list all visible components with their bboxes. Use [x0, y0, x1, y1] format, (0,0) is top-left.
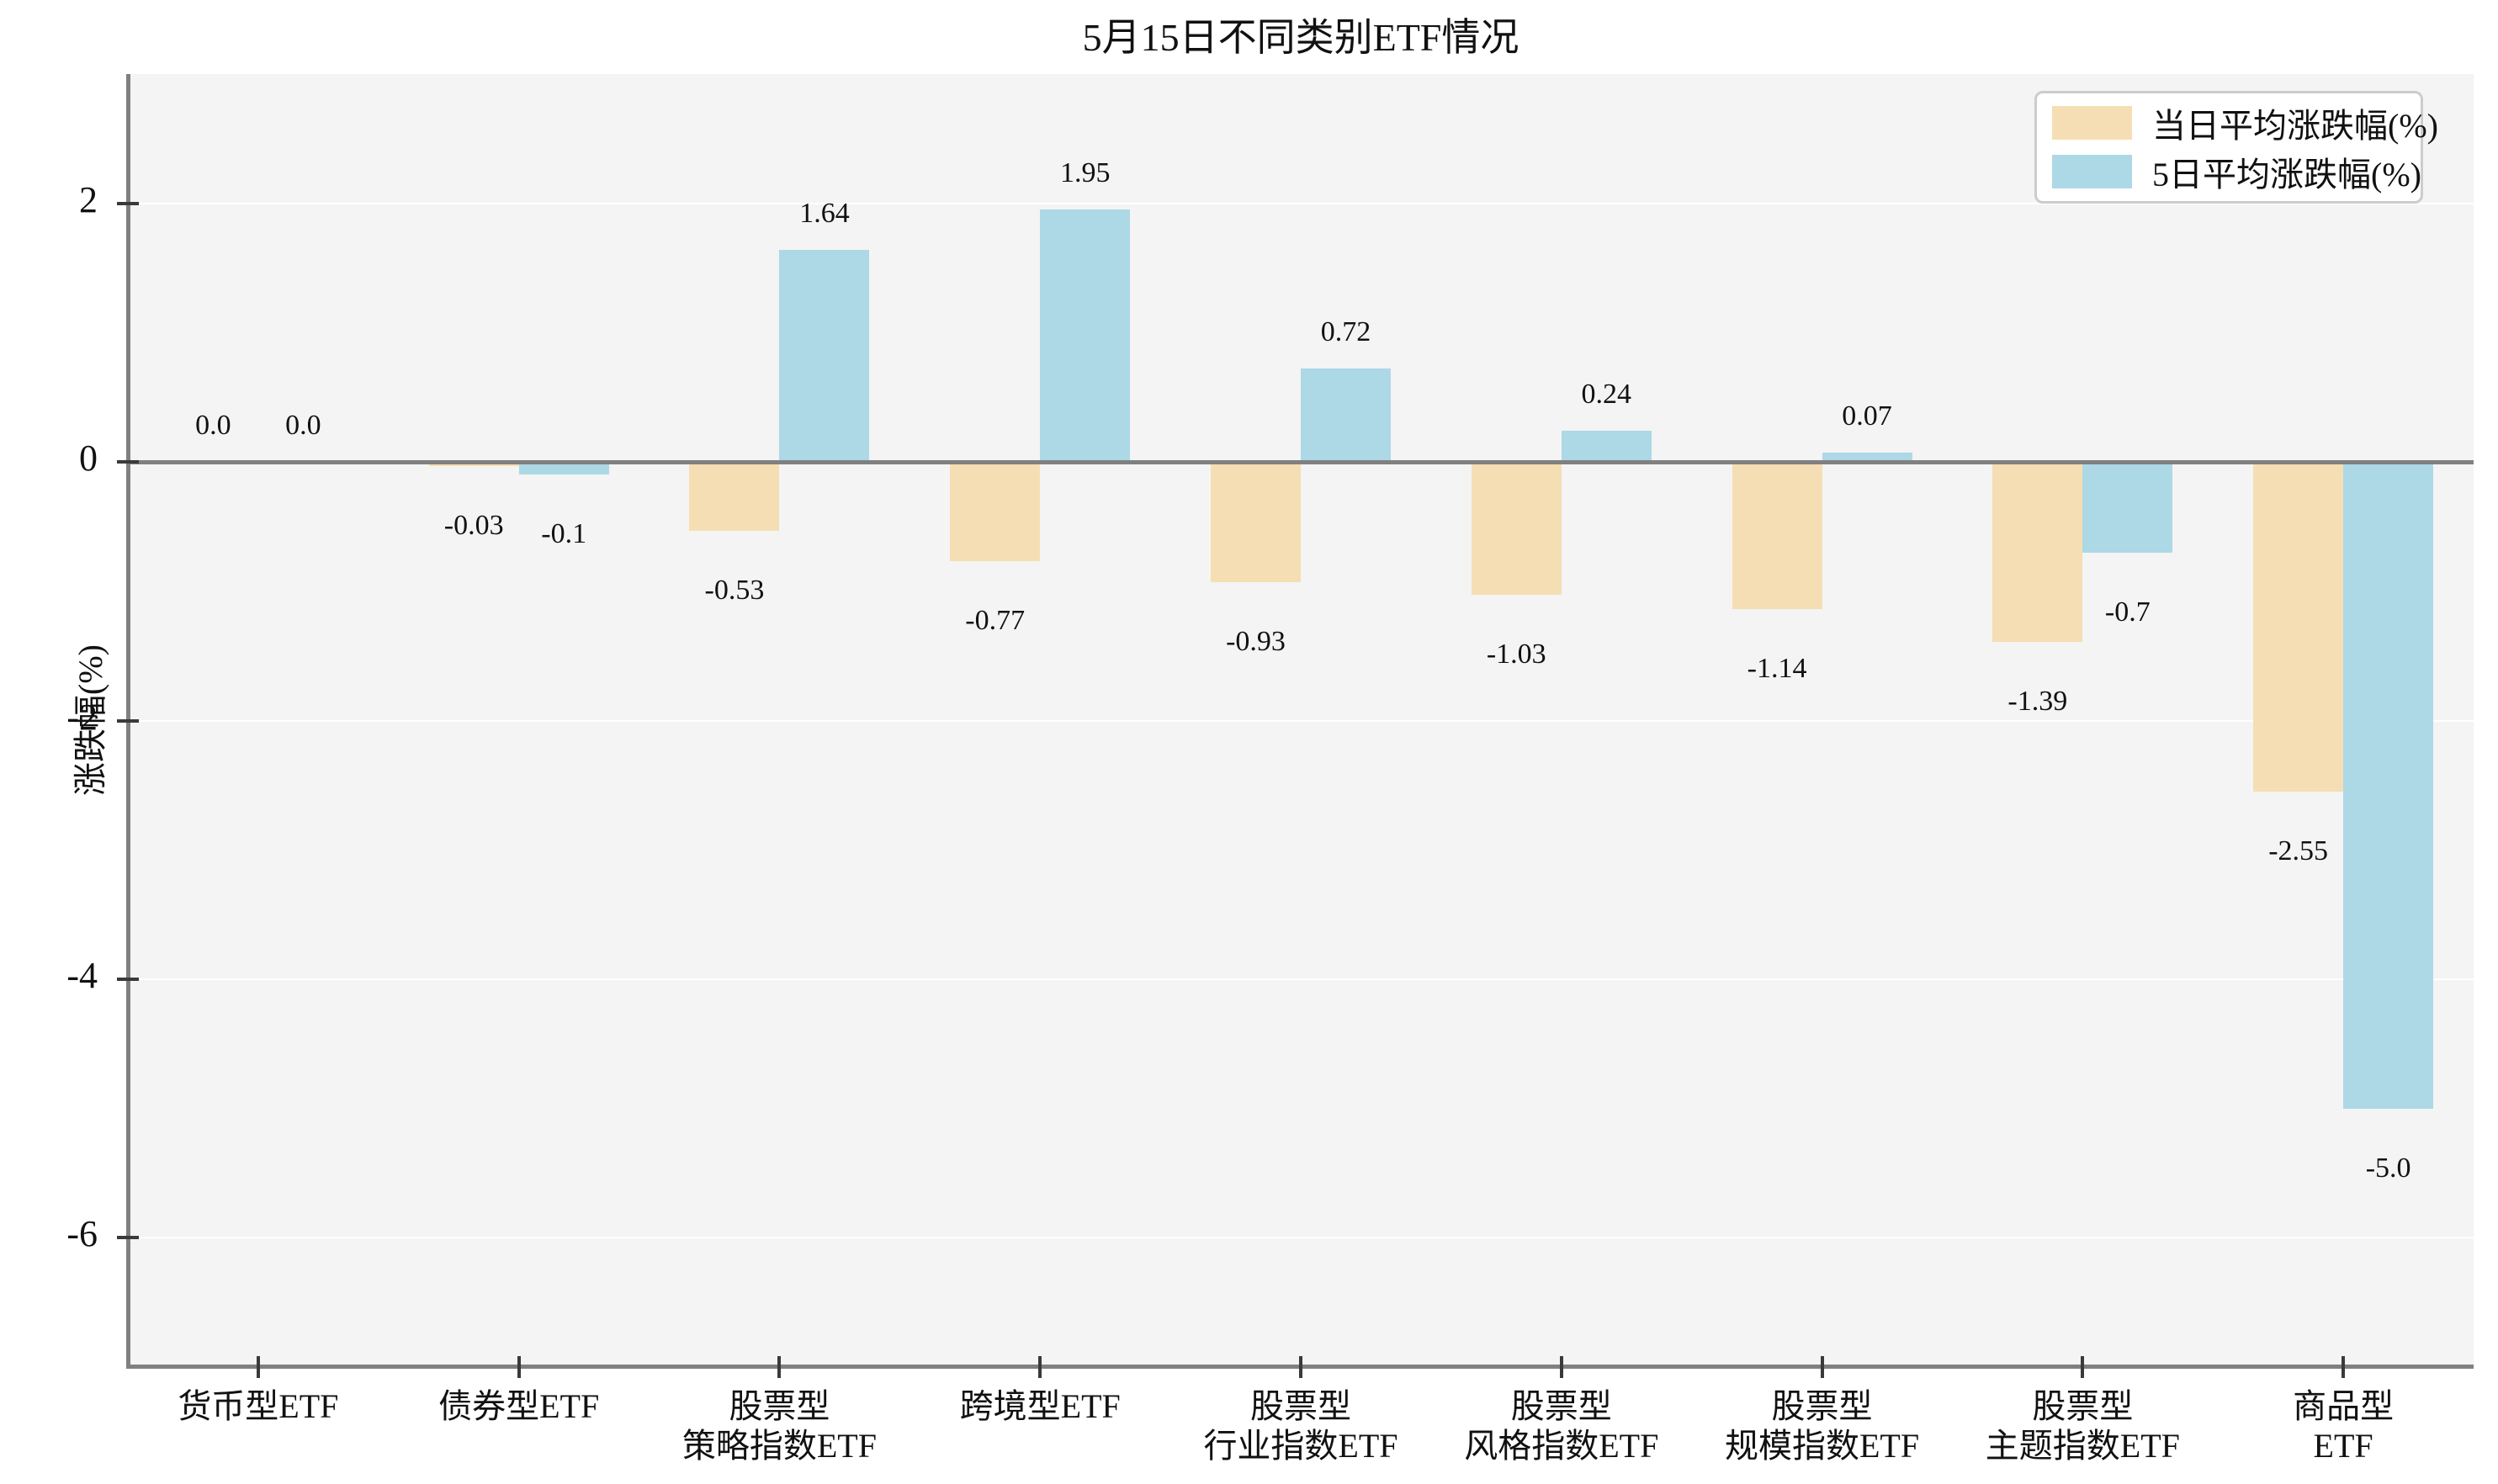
- bar-daily-3: [950, 462, 1041, 562]
- value-label-daily-4: -0.93: [1226, 626, 1286, 658]
- y-tick-label--6: -6: [66, 1213, 98, 1255]
- gridline-y-6: [128, 1237, 2474, 1239]
- value-label-5day-3: 1.95: [1059, 157, 1111, 189]
- bar-daily-8: [2253, 462, 2344, 792]
- x-tick-mark-1: [517, 1356, 521, 1378]
- x-tick-label-3: 跨境型ETF: [959, 1387, 1121, 1425]
- x-tick-label-6: 股票型 规模指数ETF: [1724, 1387, 1920, 1465]
- value-label-daily-8: -2.55: [2268, 835, 2329, 867]
- x-tick-label-0: 货币型ETF: [178, 1387, 339, 1425]
- value-label-5day-7: -0.7: [2104, 596, 2151, 628]
- value-label-5day-0: 0.0: [285, 410, 321, 442]
- value-label-daily-7: -1.39: [2007, 685, 2068, 717]
- legend: 当日平均涨跌幅(%) 5日平均涨跌幅(%): [2034, 91, 2438, 204]
- value-label-5day-4: 0.72: [1320, 316, 1371, 348]
- bar-5day-1: [518, 462, 609, 475]
- legend-item-5day: 5日平均涨跌幅(%): [2052, 147, 2421, 196]
- x-tick-mark-6: [1820, 1356, 1824, 1378]
- x-tick-label-7: 股票型 主题指数ETF: [1985, 1387, 2180, 1465]
- gridline-y-4: [128, 978, 2474, 980]
- value-label-5day-2: 1.64: [799, 198, 850, 230]
- value-label-5day-6: 0.07: [1842, 400, 1892, 432]
- bar-5day-7: [2082, 462, 2173, 553]
- x-tick-label-4: 股票型 行业指数ETF: [1203, 1387, 1398, 1465]
- x-tick-mark-8: [2342, 1356, 2346, 1378]
- x-tick-label-8: 商品型ETF: [2293, 1387, 2395, 1465]
- value-label-daily-1: -0.03: [443, 509, 504, 541]
- x-tick-label-5: 股票型 风格指数ETF: [1464, 1387, 1659, 1465]
- y-tick-label-2: 2: [79, 178, 98, 220]
- x-tick-mark-3: [1038, 1356, 1042, 1378]
- bar-daily-2: [689, 462, 780, 531]
- bar-5day-4: [1301, 368, 1391, 463]
- y-tick-label-0: 0: [79, 437, 98, 480]
- value-label-5day-8: -5.0: [2365, 1152, 2411, 1184]
- bar-daily-5: [1471, 462, 1562, 596]
- legend-label-daily: 当日平均涨跌幅(%): [2152, 107, 2438, 145]
- value-label-daily-3: -0.77: [965, 605, 1026, 637]
- x-tick-mark-0: [256, 1356, 260, 1378]
- legend-swatch-daily: [2052, 106, 2132, 140]
- value-label-5day-1: -0.1: [541, 518, 587, 550]
- y-tick-mark--6: [117, 1236, 139, 1240]
- bar-5day-5: [1561, 431, 1652, 463]
- y-tick-label--4: -4: [66, 954, 98, 996]
- value-label-daily-0: 0.0: [195, 410, 231, 442]
- bar-5day-8: [2343, 462, 2434, 1109]
- x-tick-label-2: 股票型 策略指数ETF: [682, 1387, 877, 1465]
- zero-baseline: [128, 459, 2474, 464]
- legend-label-5day: 5日平均涨跌幅(%): [2152, 156, 2421, 193]
- value-label-daily-6: -1.14: [1747, 653, 1807, 685]
- legend-swatch-5day: [2052, 155, 2132, 188]
- value-label-daily-5: -1.03: [1486, 639, 1546, 670]
- y-tick-mark-2: [117, 201, 139, 205]
- y-tick-mark-0: [117, 460, 139, 464]
- bar-daily-4: [1211, 462, 1301, 583]
- gridline-y2: [128, 202, 2474, 204]
- legend-item-daily: 当日平均涨跌幅(%): [2052, 98, 2438, 147]
- y-tick-mark--4: [117, 977, 139, 981]
- value-label-daily-2: -0.53: [704, 574, 765, 606]
- gridline-y-2: [128, 719, 2474, 722]
- value-label-5day-5: 0.24: [1581, 379, 1632, 411]
- y-tick-label--2: -2: [66, 696, 98, 738]
- bar-5day-6: [1822, 453, 1912, 463]
- y-tick-mark--2: [117, 718, 139, 723]
- x-tick-mark-2: [777, 1356, 782, 1378]
- bar-daily-7: [1992, 462, 2083, 642]
- bar-5day-3: [1040, 209, 1131, 463]
- x-tick-label-1: 债券型ETF: [438, 1387, 600, 1425]
- chart-title: 5月15日不同类别ETF情况: [1082, 16, 1519, 59]
- x-tick-mark-7: [2081, 1356, 2085, 1378]
- plot-area: 0.0 -0.03 -0.53 -0.77 -0.93 -1.03 -1.14 -1.39 -2…: [66, 74, 2474, 1465]
- bar-5day-2: [779, 250, 870, 463]
- x-tick-mark-4: [1299, 1356, 1302, 1378]
- x-tick-mark-5: [1559, 1356, 1563, 1378]
- bar-daily-6: [1732, 462, 1822, 610]
